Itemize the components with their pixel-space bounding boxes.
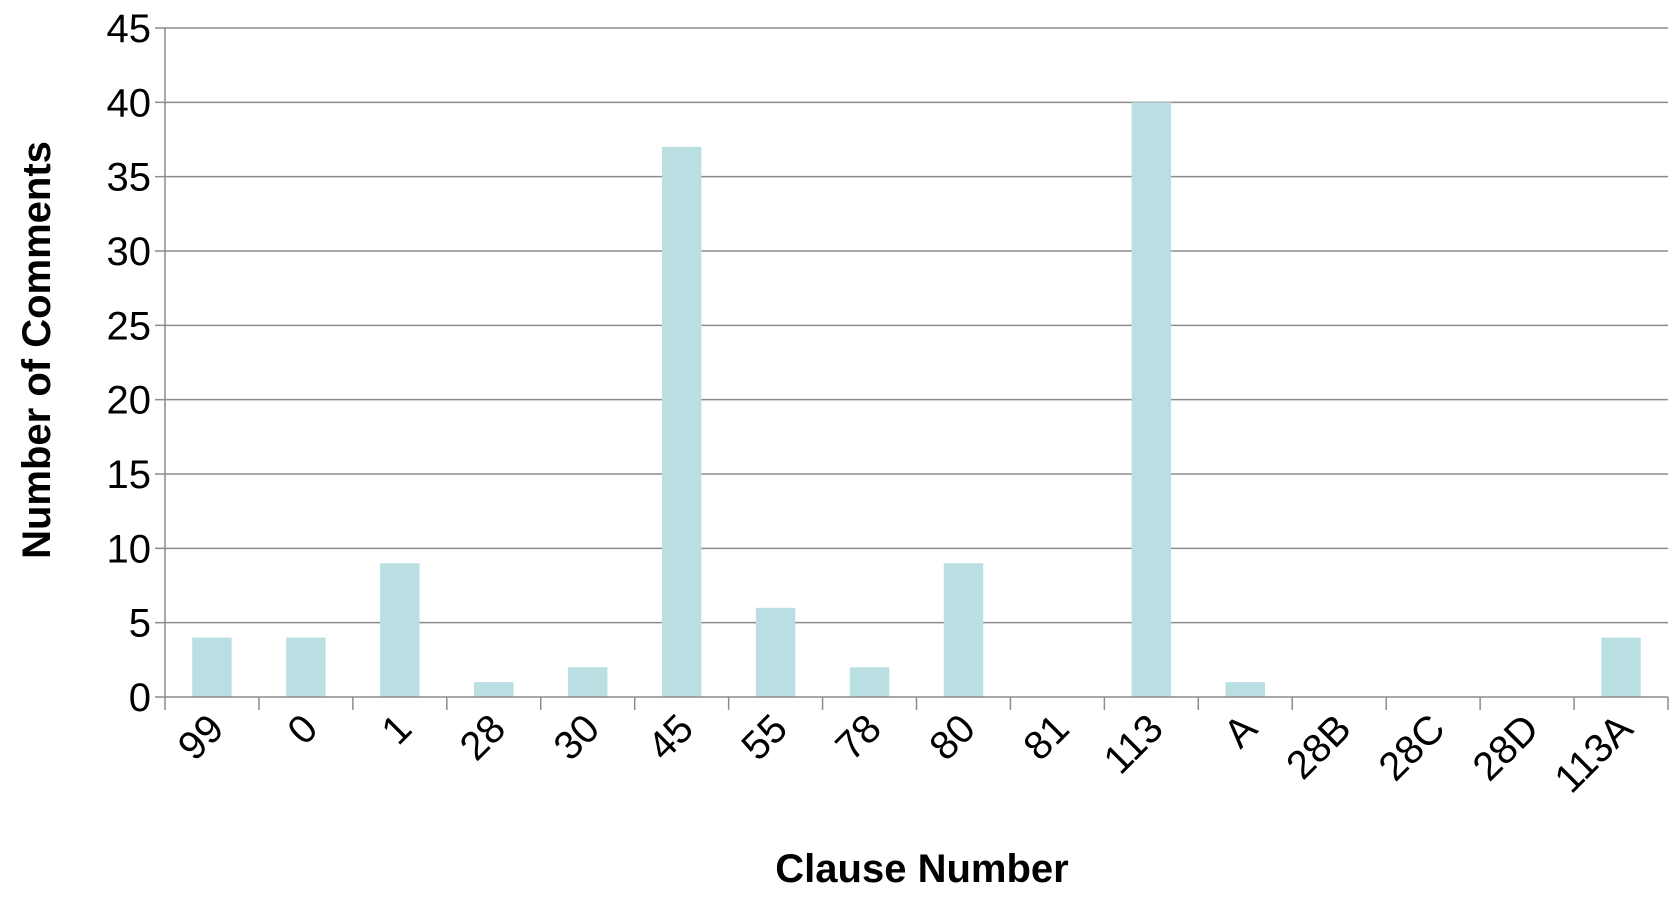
y-axis-title: Number of Comments <box>15 141 59 559</box>
x-tick-label: 55 <box>733 706 796 769</box>
x-tick-label: 81 <box>1015 706 1078 769</box>
y-tick-label: 40 <box>107 81 152 125</box>
x-tick-label: 0 <box>279 706 326 753</box>
x-tick-label: 30 <box>546 706 609 769</box>
y-tick-label: 15 <box>107 453 152 497</box>
bar-78 <box>849 667 890 697</box>
bar-30 <box>567 667 608 697</box>
gridlines <box>165 27 1668 624</box>
x-tick-label: 28B <box>1278 706 1359 787</box>
bar-1 <box>380 563 420 697</box>
bar-80 <box>943 563 984 697</box>
x-tick-label: A <box>1216 706 1266 756</box>
x-tick-label: 78 <box>827 706 890 769</box>
bar-28 <box>474 682 514 697</box>
y-tick-label: 20 <box>107 379 152 423</box>
bar-45 <box>661 146 702 697</box>
bar-99 <box>192 637 232 697</box>
bar-55 <box>755 607 796 697</box>
y-tick-label: 0 <box>129 676 151 720</box>
x-axis-title: Clause Number <box>775 847 1068 891</box>
bar-0 <box>286 637 326 697</box>
bar-A <box>1225 682 1266 697</box>
bars <box>192 102 1641 698</box>
y-tick-label: 45 <box>107 7 152 51</box>
x-tick-label: 99 <box>170 706 233 769</box>
y-tick-label: 10 <box>107 527 152 571</box>
y-tick-label: 25 <box>107 304 152 348</box>
y-tick-label: 35 <box>107 156 152 200</box>
bar-113 <box>1131 102 1172 698</box>
axes <box>155 27 1669 710</box>
x-tick-label: 28C <box>1371 706 1454 789</box>
x-tick-label: 113 <box>1095 706 1171 782</box>
bar-113A <box>1601 637 1641 697</box>
x-tick-label: 45 <box>639 706 702 769</box>
x-tick-label: 80 <box>921 706 984 769</box>
y-tick-labels: 0 5 10 15 20 25 30 35 40 45 <box>107 7 152 720</box>
x-tick-label: 28 <box>452 706 515 769</box>
x-tick-label: 1 <box>373 706 420 753</box>
x-tick-label: 113A <box>1546 706 1641 801</box>
y-tick-label: 5 <box>129 602 151 646</box>
y-tick-label: 30 <box>107 230 152 274</box>
x-tick-label: 28D <box>1464 706 1547 789</box>
